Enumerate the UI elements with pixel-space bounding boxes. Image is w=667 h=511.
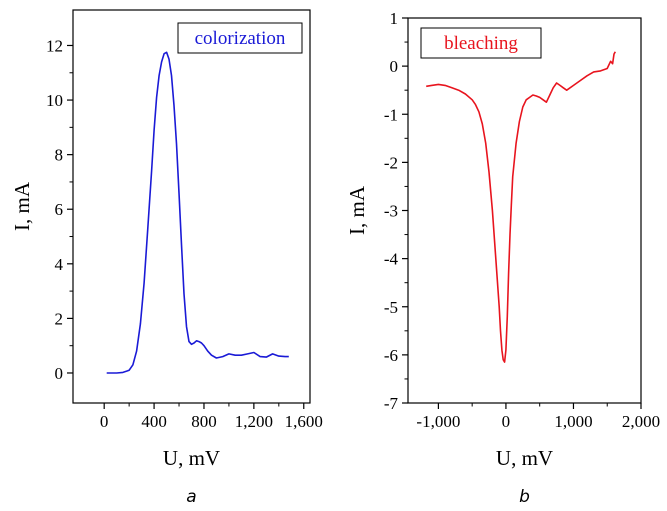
- y-tick-label: -7: [384, 394, 399, 413]
- plot-frame: [72, 9, 311, 404]
- y-tick-label: -4: [384, 250, 399, 269]
- legend-label: bleaching: [444, 33, 518, 54]
- y-axis-title: I, mA: [10, 181, 34, 231]
- x-tick-label: 0: [100, 412, 109, 431]
- x-tick-label: -1,000: [416, 412, 460, 431]
- series-line-bleaching: [426, 51, 617, 363]
- y-tick-label: -5: [384, 298, 398, 317]
- series-line-colorization: [106, 51, 289, 374]
- y-tick-label: 4: [55, 255, 64, 274]
- y-tick-label: 0: [390, 57, 399, 76]
- x-tick-label: 0: [502, 412, 511, 431]
- y-tick-label: -3: [384, 202, 398, 221]
- y-tick-label: 1: [390, 9, 399, 28]
- y-axis-title: I, mA: [345, 185, 369, 235]
- y-tick-label: 0: [55, 364, 64, 383]
- y-tick-label: 6: [55, 200, 64, 219]
- x-tick-label: 2,000: [622, 412, 660, 431]
- x-tick-label: 400: [141, 412, 167, 431]
- y-tick-label: 10: [46, 91, 63, 110]
- chart-panel-a: 0 400 800 1,200 1,600 0 2 4 6 8 10 12 U, mV I, mA a col…: [10, 9, 323, 507]
- chart-panel-b: -1,000 0 1,000 2,000 1 0 -1 -2 -3 -4 -5 -6 -7 U, mV I,…: [345, 9, 660, 507]
- y-tick-label: 8: [55, 146, 64, 165]
- x-tick-label: 1,000: [554, 412, 592, 431]
- legend-box: [420, 27, 542, 59]
- legend-label: colorization: [195, 28, 286, 49]
- y-tick-label: -1: [384, 105, 398, 124]
- panel-label: b: [519, 487, 530, 507]
- y-tick-label: -2: [384, 153, 398, 172]
- y-tick-label: 2: [55, 309, 64, 328]
- plot-frame: [407, 17, 642, 404]
- x-tick-label: 1,600: [285, 412, 323, 431]
- panel-label: a: [186, 487, 196, 507]
- x-tick-label: 800: [191, 412, 217, 431]
- y-tick-label: 12: [46, 36, 63, 55]
- x-axis-title: U, mV: [163, 446, 220, 470]
- legend-box: [177, 22, 303, 54]
- x-axis-title: U, mV: [496, 446, 553, 470]
- x-tick-label: 1,200: [235, 412, 273, 431]
- y-tick-label: -6: [384, 346, 398, 365]
